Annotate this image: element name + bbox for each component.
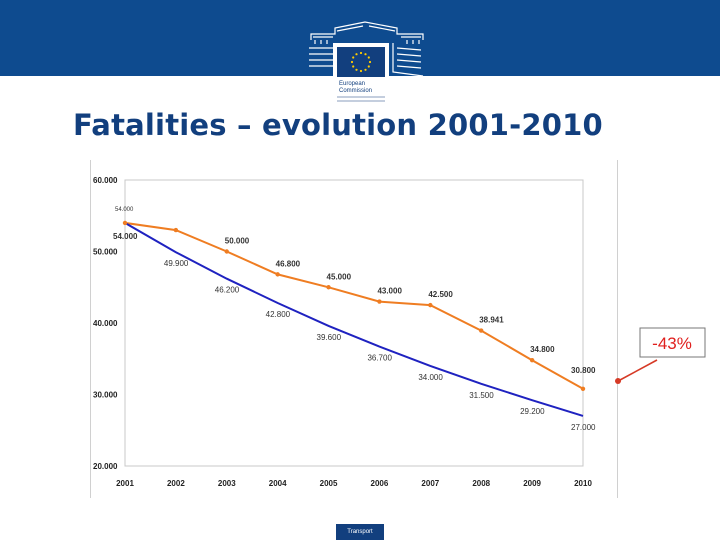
european-commission-logo: European Commission — [305, 10, 429, 107]
series-actual-point — [224, 249, 229, 254]
eu-star — [368, 60, 372, 64]
y-tick-label: 40.000 — [93, 319, 118, 328]
x-tick-label: 2010 — [574, 479, 592, 488]
series-actual-point — [122, 220, 128, 226]
series-actual-point — [428, 302, 433, 308]
footer-tag: Transport — [336, 524, 384, 540]
callout-percent: -43% — [652, 334, 692, 353]
x-tick-label: 2004 — [269, 479, 287, 488]
x-tick-label: 2002 — [167, 479, 185, 488]
logo-text-line2: Commission — [339, 88, 372, 94]
x-tick-label: 2008 — [472, 479, 490, 488]
eu-star — [355, 68, 358, 71]
x-tick-label: 2006 — [371, 479, 389, 488]
callout-box — [639, 327, 706, 358]
y-tick-label: 50.000 — [93, 248, 118, 257]
actual-data-label: 45.000 — [327, 272, 352, 281]
berlaymont-building-icon — [309, 21, 424, 77]
target-data-label: 42.800 — [266, 310, 291, 319]
series-actual-point — [377, 299, 382, 304]
series-actual-line — [124, 221, 584, 390]
eu-star — [364, 68, 367, 71]
series-actual-point — [479, 328, 484, 333]
x-tick-label: 2007 — [421, 479, 439, 488]
chart-frame — [90, 160, 618, 498]
eu-flag-icon: European Commission — [337, 47, 385, 102]
target-data-label: 31.500 — [469, 391, 494, 400]
target-data-label: 49.900 — [164, 259, 189, 268]
eu-star — [364, 53, 367, 56]
x-tick-label: 2009 — [523, 479, 541, 488]
target-data-label: 27.000 — [571, 423, 596, 432]
actual-data-label: 30.800 — [571, 366, 596, 375]
eu-star — [359, 51, 363, 55]
actual-data-label: 43.000 — [377, 287, 402, 296]
series-actual-point — [529, 357, 535, 363]
target-data-label: 39.600 — [317, 333, 342, 342]
actual-data-label: 50.000 — [225, 237, 250, 246]
actual-data-label: 34.800 — [530, 345, 555, 354]
target-data-label: 34.000 — [418, 373, 443, 382]
series-actual-point — [580, 386, 586, 391]
eu-star — [352, 65, 355, 68]
actual-data-label: 42.500 — [428, 290, 453, 299]
actual-data-label: 54.000 — [113, 232, 138, 241]
series-actual-point — [326, 285, 331, 290]
target-data-label: 36.700 — [367, 354, 392, 363]
eu-star — [350, 60, 354, 64]
plot-area — [124, 179, 584, 467]
series-target-line — [124, 222, 584, 417]
callout-arrow-head — [615, 378, 621, 384]
actual-data-label: 38.941 — [479, 316, 504, 325]
callout-arrow — [619, 359, 658, 381]
eu-star — [355, 53, 358, 56]
eu-star — [359, 69, 363, 73]
y-tick-label: 30.000 — [93, 391, 118, 400]
logo-panel: European Commission — [333, 43, 389, 107]
target-data-label: 29.200 — [520, 407, 545, 416]
series-actual-point — [275, 272, 280, 277]
series-actual-point — [173, 227, 179, 233]
logo-text-line1: European — [339, 81, 365, 87]
slide-title: Fatalities – evolution 2001-2010 — [73, 108, 603, 142]
eu-star — [367, 65, 370, 68]
actual-data-label: 46.800 — [276, 259, 301, 268]
target-data-label: 46.200 — [215, 286, 240, 295]
x-tick-label: 2005 — [320, 479, 338, 488]
x-tick-label: 2003 — [218, 479, 236, 488]
y-tick-label: 20.000 — [93, 462, 118, 471]
eu-star — [352, 56, 355, 59]
y-tick-label: 60.000 — [93, 176, 118, 185]
eu-star — [367, 56, 370, 59]
target-data-label: 54.000 — [115, 207, 134, 213]
x-tick-label: 2001 — [116, 479, 134, 488]
